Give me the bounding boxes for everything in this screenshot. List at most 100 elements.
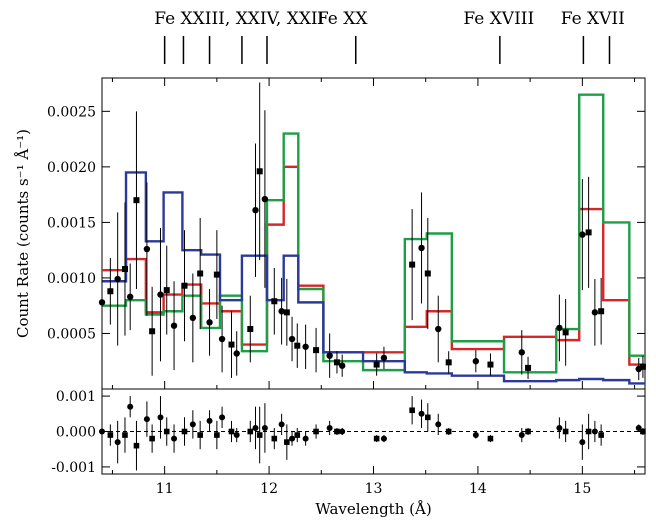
data-point [487, 361, 494, 368]
data-point [518, 349, 525, 356]
residual-point [326, 424, 333, 431]
residual-point [294, 432, 301, 438]
residual-point [409, 407, 415, 414]
residual-point [472, 432, 479, 439]
data-point [418, 244, 425, 252]
residual-point [252, 424, 259, 431]
residual-points-group [99, 396, 646, 471]
data-point [409, 261, 416, 268]
data-point [591, 309, 599, 316]
residual-point [373, 435, 380, 442]
data-point [247, 326, 254, 333]
residual-panel: 0.001 0.000 -0.001 11 12 13 14 15 [51, 388, 646, 497]
ion-label: Fe XXIII, XXIV, XXII [154, 9, 324, 29]
data-point [218, 335, 226, 343]
data-point [170, 322, 178, 329]
residual-point [197, 432, 203, 438]
y-axis-label: Count Rate (counts s⁻¹ Å⁻¹) [14, 129, 32, 338]
data-point [562, 329, 569, 336]
residual-point [284, 439, 290, 445]
residual-point [157, 414, 164, 421]
residual-point [418, 410, 425, 417]
data-point [114, 275, 121, 283]
residual-point [278, 421, 285, 428]
data-point [435, 325, 442, 333]
residual-x-ticks: 11 12 13 14 15 [111, 466, 636, 497]
residual-point [247, 428, 254, 435]
data-point [445, 359, 452, 366]
residual-point [181, 428, 188, 435]
data-point [143, 245, 151, 253]
data-point [252, 206, 259, 214]
residual-point [585, 428, 592, 435]
residual-point [289, 435, 296, 442]
model-series-group [102, 93, 645, 385]
y-tick-label: 0.0010 [47, 271, 96, 287]
residual-point [598, 432, 604, 438]
residual-point [445, 428, 452, 435]
data-point [271, 298, 278, 305]
x-tick-label: 13 [365, 481, 383, 497]
y-tick-label: 0.0005 [47, 326, 96, 342]
ion-label: Fe XX [317, 9, 368, 29]
residual-point [313, 428, 319, 435]
data-point [163, 287, 170, 294]
model-series-2 [102, 171, 645, 385]
residual-point [302, 435, 309, 442]
main-x-ticks [111, 78, 636, 389]
residual-point [171, 435, 178, 442]
data-point [373, 361, 380, 368]
residual-point [339, 428, 346, 435]
data-point [326, 352, 333, 359]
residual-point [122, 432, 128, 438]
data-point [338, 362, 346, 369]
data-point [121, 266, 128, 273]
data-point [228, 341, 235, 348]
residual-point [256, 432, 263, 438]
data-point [283, 309, 290, 316]
data-point [380, 354, 388, 362]
residual-point [525, 428, 531, 435]
residual-point [143, 416, 150, 423]
residual-point [133, 442, 140, 449]
x-axis-label: Wavelength (Å) [315, 500, 431, 518]
data-point [579, 231, 586, 238]
residual-point [518, 432, 525, 439]
data-point [206, 319, 213, 326]
residual-point [579, 439, 586, 446]
residual-y-tick-label: -0.001 [51, 460, 96, 476]
residual-point [435, 421, 442, 428]
data-point [133, 197, 140, 204]
data-point [313, 347, 320, 354]
residual-point [261, 424, 268, 431]
data-point [189, 314, 197, 322]
residual-point [334, 428, 340, 435]
main-y-ticks: 0.0005 0.0010 0.0015 0.0020 0.0025 [47, 104, 645, 342]
residual-point [425, 414, 431, 421]
residual-point [228, 428, 235, 435]
ion-label: Fe XVII [561, 9, 625, 29]
data-point [639, 363, 646, 370]
data-point [525, 364, 532, 371]
residual-y-tick-label: 0.000 [56, 425, 96, 441]
data-point [107, 288, 114, 295]
y-tick-label: 0.0020 [47, 160, 96, 176]
residual-point [487, 435, 494, 442]
residual-point [271, 435, 278, 442]
ion-label: Fe XVIII [463, 9, 534, 29]
data-points-group [98, 82, 646, 381]
residual-point [127, 403, 134, 410]
x-tick-label: 12 [260, 481, 278, 497]
data-point [585, 229, 592, 236]
data-point [233, 350, 240, 357]
data-point [424, 270, 431, 277]
residual-point [107, 432, 114, 438]
residual-point [206, 417, 213, 424]
residual-point [149, 435, 155, 442]
residual-point [233, 432, 240, 439]
residual-point [189, 421, 196, 428]
y-tick-label: 0.0025 [47, 104, 96, 120]
data-point [278, 308, 285, 315]
